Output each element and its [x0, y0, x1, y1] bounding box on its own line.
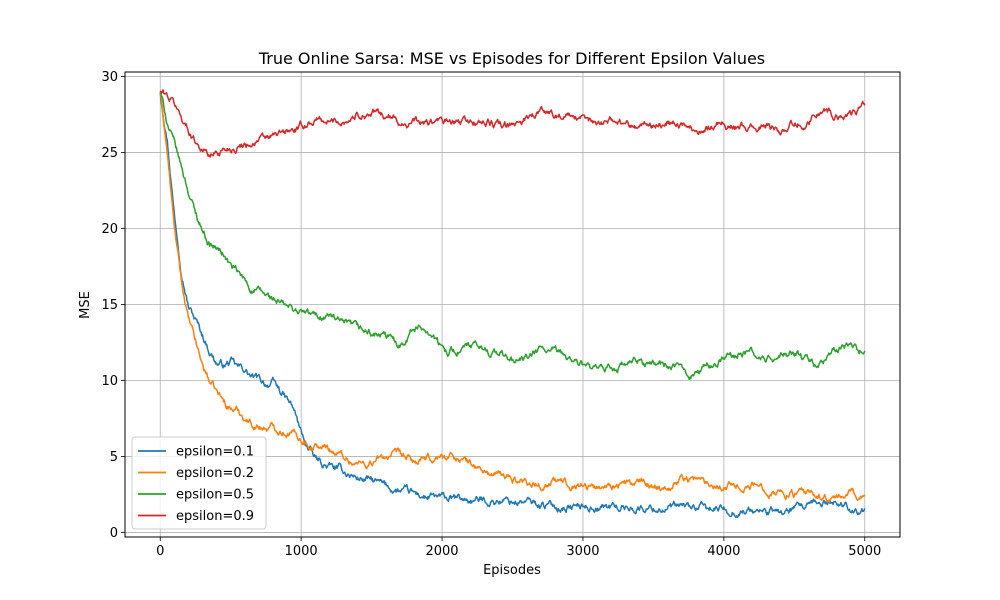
y-tick-label: 15	[101, 298, 118, 313]
x-tick-label: 5000	[848, 544, 881, 559]
legend-label: epsilon=0.9	[176, 509, 254, 524]
y-tick-label: 25	[101, 146, 118, 161]
ticks: 0 1000 2000 3000 4000 5000 0 5 10 15 20 25 30	[101, 70, 881, 559]
y-tick-label: 30	[101, 70, 118, 85]
legend-label: epsilon=0.2	[176, 466, 254, 481]
x-tick-label: 2000	[425, 544, 458, 559]
x-tick-label: 3000	[566, 544, 599, 559]
y-tick-label: 20	[101, 222, 118, 237]
legend-label: epsilon=0.1	[176, 445, 254, 460]
y-tick-label: 0	[110, 526, 118, 541]
y-tick-label: 5	[110, 450, 118, 465]
x-tick-label: 0	[156, 544, 164, 559]
y-axis-label: MSE	[78, 291, 93, 319]
x-tick-label: 4000	[707, 544, 740, 559]
legend: epsilon=0.1 epsilon=0.2 epsilon=0.5 epsilon…	[131, 436, 267, 530]
series-layer	[159, 89, 866, 518]
legend-box	[131, 436, 267, 530]
series-line	[159, 91, 866, 381]
chart-title: True Online Sarsa: MSE vs Episodes for D…	[258, 49, 765, 68]
legend-label: epsilon=0.5	[176, 488, 254, 503]
x-axis-label: Episodes	[483, 563, 541, 578]
y-tick-label: 10	[101, 374, 118, 389]
series-line	[159, 89, 866, 158]
series-line	[159, 91, 866, 503]
x-tick-label: 1000	[285, 544, 318, 559]
series-line	[159, 91, 866, 518]
